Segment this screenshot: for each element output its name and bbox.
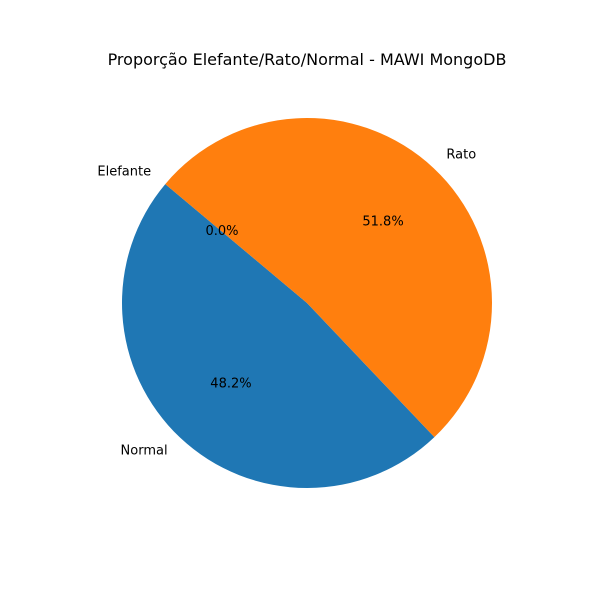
slice-label-rato: Rato <box>446 147 476 162</box>
pie-slice-rato <box>165 118 492 438</box>
slice-pct-elefante: 0.0% <box>205 224 238 239</box>
slice-pct-normal: 48.2% <box>210 376 251 391</box>
pie-slice-normal <box>121 184 435 489</box>
pie-labels: Elefante 0.0% Normal 48.2% Rato 51.8% <box>97 147 476 458</box>
pie-slices <box>121 118 492 489</box>
slice-label-normal: Normal <box>121 444 168 459</box>
slice-pct-rato: 51.8% <box>362 215 403 230</box>
chart-title: Proporção Elefante/Rato/Normal - MAWI Mo… <box>108 50 507 69</box>
slice-label-elefante: Elefante <box>97 165 151 180</box>
